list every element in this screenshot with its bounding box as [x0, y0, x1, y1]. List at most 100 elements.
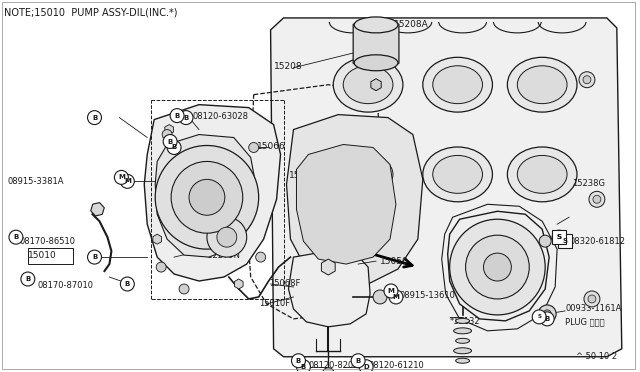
Ellipse shape — [433, 66, 483, 104]
Circle shape — [179, 110, 193, 125]
Circle shape — [384, 284, 398, 298]
Circle shape — [179, 284, 189, 294]
Text: 00933-1161A: 00933-1161A — [565, 304, 621, 313]
Circle shape — [162, 129, 172, 140]
Circle shape — [189, 179, 225, 215]
Circle shape — [540, 235, 551, 247]
Text: S: S — [557, 234, 562, 240]
Ellipse shape — [456, 338, 470, 343]
Text: M: M — [392, 294, 399, 300]
Ellipse shape — [517, 155, 567, 193]
Text: 15066: 15066 — [257, 141, 285, 151]
Ellipse shape — [456, 358, 470, 363]
Text: M: M — [388, 288, 394, 294]
Text: B: B — [301, 364, 306, 370]
Text: 15238G: 15238G — [572, 179, 605, 188]
Circle shape — [579, 72, 595, 88]
Text: PLUG プラグ: PLUG プラグ — [565, 317, 605, 326]
Circle shape — [540, 312, 554, 326]
Ellipse shape — [343, 66, 393, 104]
Circle shape — [589, 191, 605, 207]
Circle shape — [155, 145, 259, 249]
Text: 08170-86510: 08170-86510 — [20, 237, 76, 246]
Bar — [558, 234, 572, 248]
Text: S: S — [537, 314, 541, 320]
Circle shape — [171, 161, 243, 233]
Ellipse shape — [354, 55, 398, 71]
Circle shape — [465, 235, 529, 299]
Circle shape — [323, 368, 334, 372]
Circle shape — [249, 142, 259, 153]
Text: 08120-63028: 08120-63028 — [192, 112, 248, 121]
Text: 15050: 15050 — [380, 257, 409, 266]
Text: B: B — [25, 276, 31, 282]
Text: *12279N: *12279N — [204, 251, 241, 260]
Circle shape — [170, 109, 184, 122]
Text: 15241: 15241 — [289, 171, 317, 180]
Circle shape — [115, 170, 129, 185]
Ellipse shape — [333, 57, 403, 112]
Circle shape — [207, 217, 247, 257]
Text: 15068F: 15068F — [269, 279, 300, 288]
Ellipse shape — [508, 147, 577, 202]
Text: 08915-3381A: 08915-3381A — [8, 177, 65, 186]
Text: *15132: *15132 — [450, 317, 480, 326]
Circle shape — [255, 252, 266, 262]
Circle shape — [538, 305, 556, 323]
Ellipse shape — [454, 348, 472, 354]
Polygon shape — [144, 105, 280, 281]
Circle shape — [593, 195, 601, 203]
Ellipse shape — [433, 155, 483, 193]
Circle shape — [584, 291, 600, 307]
Text: 15010F: 15010F — [259, 299, 290, 308]
Circle shape — [21, 272, 35, 286]
Circle shape — [156, 262, 166, 272]
Text: 15208: 15208 — [273, 62, 302, 71]
Circle shape — [296, 360, 310, 372]
Ellipse shape — [333, 147, 403, 202]
Text: B: B — [175, 113, 180, 119]
Text: B: B — [125, 281, 130, 287]
Text: B: B — [168, 138, 173, 144]
Circle shape — [163, 135, 177, 148]
Text: B: B — [545, 316, 550, 322]
Ellipse shape — [508, 57, 577, 112]
Circle shape — [88, 110, 102, 125]
Polygon shape — [296, 144, 396, 264]
Text: M: M — [118, 174, 125, 180]
Circle shape — [583, 76, 591, 84]
Text: 15208A: 15208A — [394, 20, 429, 29]
Ellipse shape — [454, 328, 472, 334]
Circle shape — [552, 230, 566, 244]
Circle shape — [88, 250, 102, 264]
Circle shape — [543, 310, 551, 318]
Circle shape — [351, 354, 365, 368]
Text: NOTE;15010  PUMP ASSY-DIL(INC.*): NOTE;15010 PUMP ASSY-DIL(INC.*) — [4, 8, 177, 18]
Text: 08120-82028: 08120-82028 — [308, 361, 364, 370]
Text: 08915-13610: 08915-13610 — [400, 291, 456, 300]
Text: S: S — [557, 234, 562, 240]
Circle shape — [483, 253, 511, 281]
Text: B: B — [184, 115, 189, 121]
Bar — [552, 230, 566, 244]
Ellipse shape — [343, 155, 393, 193]
Ellipse shape — [456, 318, 470, 323]
Circle shape — [9, 230, 23, 244]
Text: B: B — [355, 358, 361, 364]
Circle shape — [291, 354, 305, 368]
Circle shape — [167, 141, 181, 154]
Text: B: B — [92, 254, 97, 260]
Text: B: B — [92, 115, 97, 121]
Circle shape — [120, 277, 134, 291]
Ellipse shape — [423, 147, 492, 202]
Ellipse shape — [517, 66, 567, 104]
Circle shape — [217, 227, 237, 247]
Polygon shape — [271, 18, 622, 357]
Polygon shape — [155, 135, 257, 257]
Circle shape — [588, 295, 596, 303]
Text: S: S — [563, 238, 568, 244]
FancyBboxPatch shape — [353, 24, 399, 64]
Text: D: D — [364, 364, 369, 370]
Ellipse shape — [423, 57, 492, 112]
Text: B: B — [296, 358, 301, 364]
